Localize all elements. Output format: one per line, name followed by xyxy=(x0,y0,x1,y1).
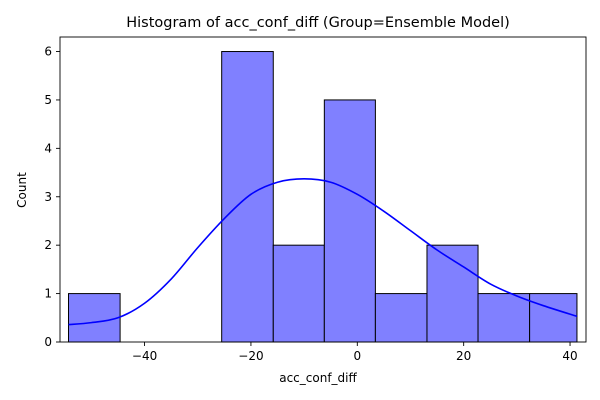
y-tick-label-0: 0 xyxy=(44,335,52,349)
y-tick-label-5: 5 xyxy=(44,93,52,107)
histogram-bar-9 xyxy=(529,293,578,343)
kde-curve xyxy=(68,178,578,326)
histogram-bar-7 xyxy=(426,244,479,343)
chart-title: Histogram of acc_conf_diff (Group=Ensemb… xyxy=(126,15,510,31)
y-axis-label: Count xyxy=(15,172,29,208)
histogram-bar-8 xyxy=(477,293,531,343)
histogram-bar-6 xyxy=(374,293,428,343)
x-tick-label-0: −40 xyxy=(132,349,157,363)
y-tick-label-6: 6 xyxy=(44,45,52,59)
y-tick-label-1: 1 xyxy=(44,287,52,301)
x-tick-label-2: 0 xyxy=(353,349,361,363)
y-tick-label-4: 4 xyxy=(44,141,52,155)
y-tick-label-3: 3 xyxy=(44,190,52,204)
x-tick-label-4: 40 xyxy=(562,349,577,363)
histogram-bar-0 xyxy=(68,293,121,343)
plot-frame xyxy=(59,36,587,343)
y-tick-label-2: 2 xyxy=(44,238,52,252)
x-tick-label-3: 20 xyxy=(456,349,471,363)
histogram-bar-5 xyxy=(323,99,376,343)
plot-area: −40 −20 0 20 40 0 1 2 3 4 5 6 xyxy=(44,36,587,363)
x-tick-label-1: −20 xyxy=(238,349,263,363)
x-axis-label: acc_conf_diff xyxy=(279,371,357,385)
histogram-bar-4 xyxy=(272,244,325,343)
